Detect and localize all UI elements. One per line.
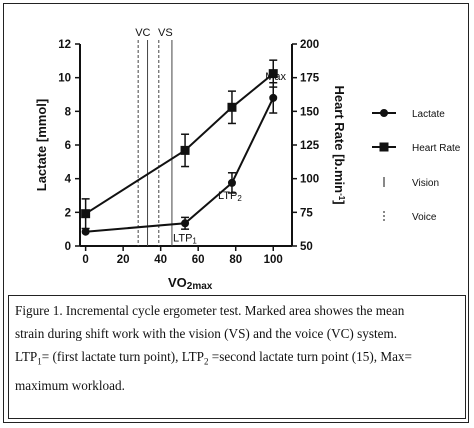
- y-left-tick-label: 4: [65, 174, 72, 186]
- heart-rate-point: [81, 209, 91, 219]
- x-axis-title: VO2max: [168, 275, 213, 292]
- lactate-point: [181, 219, 190, 228]
- y-right-tick-label: 100: [300, 174, 319, 186]
- vs-label: VS: [158, 27, 173, 39]
- y-right-tick-label: 200: [300, 39, 319, 51]
- legend-heart-rate-marker: [379, 142, 389, 152]
- legend-label-vision: Vision: [412, 178, 439, 189]
- heart-rate-point: [227, 102, 237, 112]
- figure-frame: [3, 3, 469, 423]
- caption-line-4: maximum workload.: [15, 377, 125, 393]
- annotation-sub: 1: [192, 236, 197, 245]
- y-left-tick-label: 8: [65, 106, 72, 118]
- y-left-tick-label: 2: [65, 207, 71, 219]
- legend-label-lactate: Lactate: [412, 109, 445, 120]
- annotation-main: LTP: [218, 190, 237, 202]
- y-right-tick-label: 75: [300, 207, 313, 219]
- y-right-tick-label: 125: [300, 140, 320, 152]
- caption-line-2: strain during shift work with the vision…: [15, 326, 398, 341]
- y-axis-right-title-main: Heart Rate [b.min: [332, 85, 347, 193]
- x-tick-label: 80: [229, 254, 242, 266]
- y-axis-right-title-sup: -1: [338, 193, 347, 201]
- caption-ltp2-sub: 2: [203, 356, 209, 367]
- x-tick-label: 0: [82, 254, 88, 266]
- y-axis-left-title: Lactate [mmol]: [34, 99, 49, 191]
- annotation-sub: 2: [237, 194, 242, 203]
- lactate-point: [227, 178, 236, 187]
- caption-line-1: Figure 1. Incremental cycle ergometer te…: [15, 303, 405, 318]
- heart-rate-point: [268, 69, 278, 79]
- y-left-tick-label: 6: [65, 140, 71, 152]
- x-axis-title-sub: 2max: [187, 281, 213, 292]
- annotation-main: Max: [265, 71, 286, 83]
- x-tick-label: 20: [117, 254, 130, 266]
- legend-label-voice: Voice: [412, 212, 437, 223]
- heart-rate-point: [180, 145, 190, 155]
- y-right-tick-label: 50: [300, 241, 313, 253]
- legend-lactate-marker: [380, 109, 388, 117]
- y-left-tick-label: 12: [58, 39, 71, 51]
- y-axis-right-title-end: ]: [332, 200, 347, 204]
- heart-rate-series-line: [85, 72, 274, 215]
- y-left-tick-label: 10: [58, 73, 71, 85]
- y-left-tick-label: 0: [65, 241, 71, 253]
- x-tick-label: 100: [264, 254, 283, 266]
- y-axis-right-title: Heart Rate [b.min-1]: [332, 85, 347, 204]
- annotation-ltp2: LTP2: [218, 190, 242, 203]
- caption-ltp1-sub: 1: [37, 356, 42, 367]
- annotation-ltp1: LTP1: [173, 232, 197, 245]
- annotation-main: LTP: [173, 232, 192, 244]
- lactate-point: [81, 227, 90, 236]
- vc-label: VC: [135, 27, 150, 39]
- caption-ltp1: LTP: [15, 349, 38, 364]
- x-tick-label: 40: [154, 254, 167, 266]
- x-tick-label: 60: [192, 254, 205, 266]
- y-right-tick-label: 150: [300, 106, 319, 118]
- lactate-point: [269, 93, 278, 102]
- lactate-series-line: [85, 97, 275, 233]
- x-axis-title-main: VO: [168, 275, 187, 290]
- legend-label-heart-rate: Heart Rate: [412, 143, 461, 154]
- caption-ltp2-desc: =second lactate turn point (15), Max=: [208, 349, 412, 364]
- y-right-tick-label: 175: [300, 73, 320, 85]
- figure-caption: Figure 1. Incremental cycle ergometer te…: [8, 295, 466, 419]
- annotation-max: Max: [265, 71, 286, 83]
- caption-line-3: LTP1= (first lactate turn point), LTP2 =…: [15, 345, 459, 374]
- caption-ltp1-desc: = (first lactate turn point), LTP: [41, 349, 204, 364]
